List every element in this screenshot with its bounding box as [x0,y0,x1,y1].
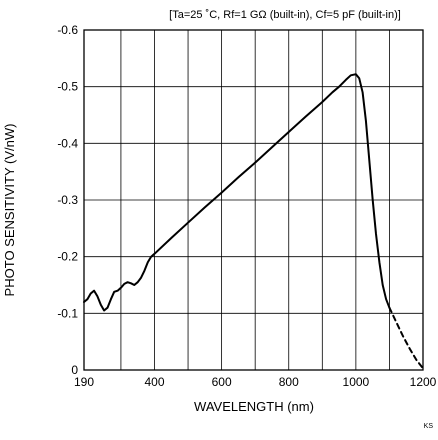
y-tick-label: -0.3 [57,193,78,207]
x-tick-label: 800 [279,375,299,389]
y-tick-label: -0.6 [57,23,78,37]
series-layer [83,73,424,370]
y-tick-label: -0.2 [57,250,78,264]
x-tick-label: 1000 [343,375,370,389]
x-tick-label: 600 [212,375,232,389]
y-axis-label: PHOTO SENSITIVITY (V/nW) [2,124,17,297]
conditions-label: [Ta=25 ˚C, Rf=1 GΩ (built-in), Cf=5 pF (… [169,9,401,21]
y-tick-label: 0 [71,363,78,377]
x-tick-labels: 190 400 600 800 1000 1200 [74,375,437,389]
series-line-dashed [388,306,424,370]
figure-code: KS [424,423,434,430]
y-tick-label: -0.1 [57,306,78,320]
y-tick-labels: 0 -0.1 -0.2 -0.3 -0.4 -0.5 -0.6 [57,23,78,377]
x-tick-label: 400 [144,375,164,389]
plot-frame [83,29,424,371]
y-tick-label: -0.5 [57,80,78,94]
x-tick-label: 1200 [410,375,437,389]
x-tick-label: 190 [74,375,94,389]
series-line [83,73,391,312]
x-axis-label: WAVELENGTH (nm) [194,399,314,414]
y-tick-label: -0.4 [57,136,78,150]
